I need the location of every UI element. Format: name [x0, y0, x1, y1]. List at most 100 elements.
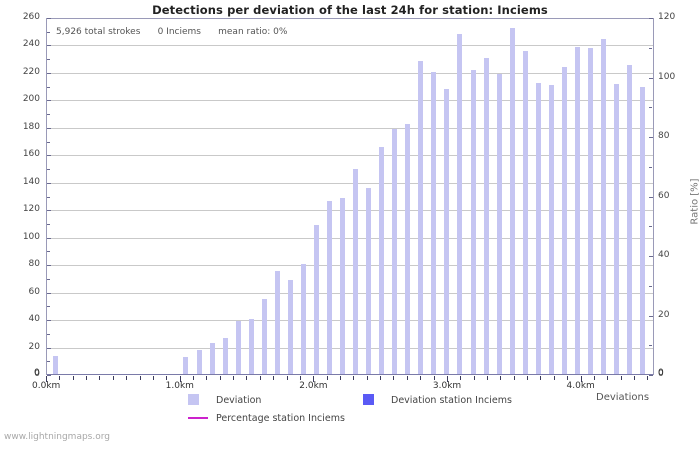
- y-tick-left: [47, 347, 51, 349]
- y-tick-label-left: 100: [22, 231, 40, 242]
- x-tick-label: 2.0km: [299, 381, 328, 391]
- x-tick: [553, 376, 555, 380]
- x-tick: [299, 376, 301, 380]
- bar: [574, 46, 580, 375]
- x-tick: [339, 376, 341, 380]
- bar: [640, 86, 646, 375]
- y-tick-left: [47, 45, 51, 47]
- y-tick-left: [47, 210, 51, 212]
- y-tick-left: [47, 196, 50, 198]
- legend-label: Deviation station Inciems: [391, 395, 512, 406]
- bar: [222, 337, 228, 375]
- bar: [627, 64, 633, 375]
- x-tick: [406, 376, 408, 380]
- y-tick-label-left: 60: [28, 286, 40, 297]
- x-tick: [486, 376, 488, 380]
- x-tick: [620, 376, 622, 380]
- gridline: [47, 72, 653, 74]
- y-tick-label-left: 240: [22, 39, 40, 50]
- y-tick-label-right: 100: [658, 71, 676, 82]
- y-tick-left: [47, 223, 50, 225]
- y-tick-left: [47, 100, 51, 102]
- y-tick-right: [649, 256, 653, 257]
- x-tick: [326, 376, 328, 380]
- bar: [183, 357, 189, 375]
- y-tick-label-left: 120: [22, 204, 40, 215]
- x-tick: [380, 376, 382, 380]
- x-tick: [59, 376, 61, 380]
- legend-swatch-line: [188, 417, 208, 419]
- x-tick: [366, 376, 368, 380]
- y-tick-right: [649, 18, 653, 19]
- y-tick-right: [649, 77, 653, 79]
- bar: [392, 129, 398, 375]
- y-tick-label-right: 80: [658, 131, 670, 141]
- y-tick-left: [47, 114, 50, 116]
- legend-swatch: [188, 394, 199, 405]
- x-tick: [192, 376, 194, 380]
- bar: [561, 67, 567, 375]
- bar: [405, 123, 411, 375]
- bar: [548, 85, 554, 375]
- y-tick-label-left: 80: [28, 259, 40, 270]
- y-tick-left: [47, 278, 50, 280]
- bar: [379, 147, 385, 375]
- y-tick-label-right: 40: [658, 250, 670, 260]
- legend-swatch: [363, 394, 374, 405]
- gridline: [47, 347, 653, 349]
- bar: [496, 74, 502, 375]
- bar: [457, 34, 463, 375]
- bar: [353, 169, 359, 375]
- y-tick-left: [47, 18, 51, 19]
- bar: [483, 57, 489, 375]
- gridline: [47, 182, 653, 184]
- x-tick: [353, 376, 355, 380]
- y-tick-left: [47, 182, 51, 184]
- bar: [209, 343, 215, 375]
- y-tick-left: [47, 72, 51, 74]
- y-tick-left: [47, 320, 51, 322]
- x-tick: [433, 376, 435, 380]
- y-tick-label-left: 220: [22, 66, 40, 77]
- y-tick-label-left: 20: [28, 341, 40, 352]
- x-tick: [259, 376, 261, 380]
- x-tick-label: 1.0km: [165, 381, 194, 391]
- bar: [601, 38, 606, 375]
- x-tick: [473, 376, 475, 380]
- x-tick: [513, 376, 515, 380]
- bar: [196, 350, 202, 375]
- bar: [366, 188, 372, 375]
- gridline: [47, 292, 653, 294]
- bar: [470, 70, 476, 375]
- x-axis-zero-right: 0: [658, 368, 664, 378]
- x-tick: [527, 376, 529, 380]
- y-tick-label-left: 40: [28, 314, 40, 325]
- y-tick-left: [47, 251, 50, 253]
- plot-baseline: [47, 374, 653, 375]
- x-tick-label: 0.0km: [32, 381, 61, 391]
- y-tick-left: [47, 306, 50, 308]
- bar: [300, 263, 306, 375]
- bar: [587, 48, 593, 375]
- gridline: [47, 320, 653, 322]
- x-tick: [446, 376, 448, 382]
- x-tick: [607, 376, 609, 380]
- y-tick-left: [47, 31, 50, 33]
- x-tick: [420, 376, 422, 380]
- bar: [431, 71, 437, 375]
- y-tick-label-right: 20: [658, 309, 670, 320]
- bar: [313, 225, 319, 375]
- x-axis-zero-left: 0: [34, 368, 40, 378]
- x-tick: [99, 376, 101, 380]
- gridline: [47, 155, 653, 157]
- x-tick: [286, 376, 288, 380]
- x-tick: [273, 376, 275, 380]
- y-tick-right: [649, 137, 653, 138]
- bar: [287, 280, 293, 375]
- x-tick-label: 4.0km: [566, 381, 595, 391]
- bar: [509, 27, 515, 375]
- x-tick: [246, 376, 248, 380]
- y-tick-label-left: 260: [22, 12, 40, 22]
- plot-area: [46, 18, 654, 375]
